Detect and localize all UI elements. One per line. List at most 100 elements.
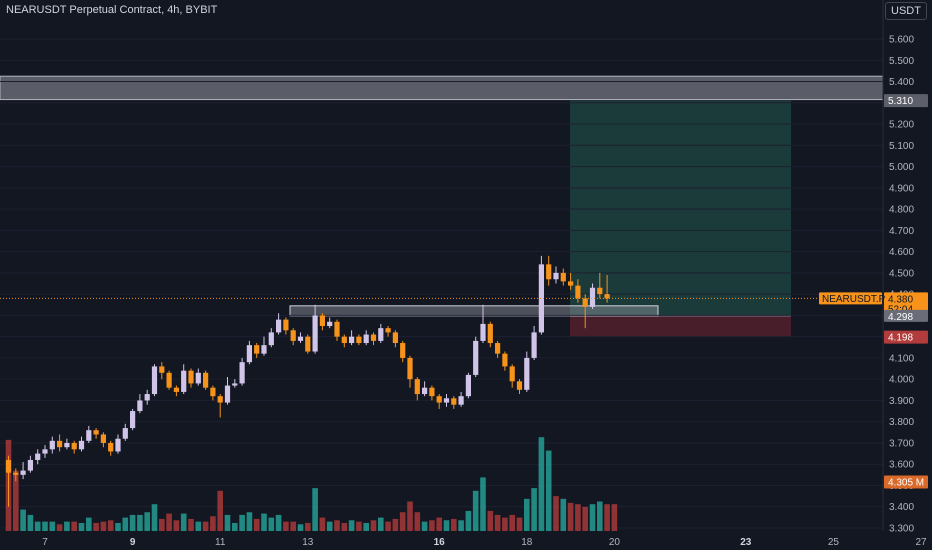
candle xyxy=(385,326,391,337)
volume-bar xyxy=(589,504,596,531)
support-zone xyxy=(289,305,659,317)
time-tick-label: 13 xyxy=(302,537,314,548)
candle xyxy=(144,389,150,405)
volume-bar xyxy=(107,520,114,531)
time-tick-label: 9 xyxy=(130,537,136,548)
candle xyxy=(422,381,428,397)
volume-bar xyxy=(27,514,34,531)
candle-body xyxy=(239,362,245,384)
candle xyxy=(71,440,77,454)
candle xyxy=(239,357,245,386)
volume-bar xyxy=(173,520,180,531)
volume-bar xyxy=(232,522,238,531)
candle xyxy=(27,455,33,473)
price-tick-label: 3.300 xyxy=(889,524,914,535)
candle-body xyxy=(400,343,406,358)
candle-body xyxy=(502,353,508,367)
candle-body xyxy=(473,340,479,375)
volume-bar xyxy=(100,521,107,531)
volume-bar xyxy=(202,521,209,531)
candle-body xyxy=(604,294,610,299)
currency-button[interactable]: USDT xyxy=(885,2,927,20)
time-axis[interactable] xyxy=(0,531,932,550)
candle xyxy=(516,379,523,395)
price-tick-label: 3.900 xyxy=(889,396,914,407)
price-tick-label: 5.500 xyxy=(889,56,914,67)
candle xyxy=(575,279,581,303)
candle-body xyxy=(210,387,216,397)
volume-bar xyxy=(224,514,231,531)
candle-body xyxy=(64,442,70,448)
candle xyxy=(20,462,26,480)
volume-bar xyxy=(553,496,559,531)
volume-bar xyxy=(217,490,223,531)
candle-body xyxy=(151,366,158,395)
time-tick-label: 23 xyxy=(740,537,752,548)
price-tick-label: 3.800 xyxy=(889,417,914,428)
entry-price-tag-text: 4.298 xyxy=(888,312,913,323)
volume-bar xyxy=(451,518,457,531)
candle-body xyxy=(422,387,428,395)
volume-bar xyxy=(378,517,384,531)
symbol-label-text: NEARUSDT.P xyxy=(822,294,886,305)
candle-body xyxy=(35,453,41,460)
candle-body xyxy=(42,449,48,454)
candle xyxy=(254,343,260,358)
candle-body xyxy=(78,440,85,450)
volume-bar xyxy=(560,498,567,531)
candle xyxy=(597,272,603,299)
candle xyxy=(312,304,318,354)
zones-layer xyxy=(0,75,884,338)
candle-body xyxy=(392,332,398,344)
price-tick-label: 4.700 xyxy=(889,226,914,237)
candle-body xyxy=(20,470,26,475)
candle-body xyxy=(71,442,77,450)
candle-body xyxy=(49,440,55,450)
candle xyxy=(319,313,325,331)
candle-body xyxy=(568,281,574,286)
candle-body xyxy=(414,379,420,395)
volume-bar xyxy=(356,521,362,531)
candle xyxy=(130,408,136,431)
price-tick-label: 4.100 xyxy=(889,353,914,364)
candle xyxy=(589,283,596,310)
volume-bar xyxy=(297,524,304,531)
candle xyxy=(414,377,420,401)
candle-body xyxy=(188,370,194,384)
candle-body xyxy=(356,336,362,344)
candle xyxy=(151,364,158,397)
candle xyxy=(327,317,333,329)
candle-body xyxy=(575,285,581,299)
entry-price-tag-box xyxy=(884,309,928,322)
candle-body xyxy=(319,315,325,327)
candle-body xyxy=(509,366,515,382)
candle xyxy=(509,364,515,388)
volume-bar xyxy=(436,517,442,531)
price-tick-label: 5.400 xyxy=(889,77,914,88)
candle-body xyxy=(516,381,523,390)
candle-body xyxy=(173,387,179,392)
volume-bar xyxy=(319,517,326,531)
volume-bar xyxy=(545,450,552,531)
volume-bar xyxy=(407,501,413,531)
volume-bar xyxy=(290,521,296,531)
volume-bar xyxy=(305,522,311,531)
price-tick-label: 5.100 xyxy=(889,141,914,152)
candle-body xyxy=(232,383,238,386)
candle xyxy=(93,428,99,439)
candle xyxy=(451,396,457,409)
price-tick-label: 3.600 xyxy=(889,460,914,471)
volume-bar xyxy=(180,513,187,531)
candle xyxy=(137,394,143,414)
candle xyxy=(290,328,296,346)
candle-body xyxy=(137,400,143,412)
volume-bar xyxy=(531,488,537,531)
candle-body xyxy=(195,372,201,384)
candle xyxy=(443,394,450,407)
price-axis[interactable] xyxy=(883,0,932,550)
price-tick-label: 4.900 xyxy=(889,183,914,194)
volume-bar xyxy=(49,521,56,531)
candle xyxy=(480,304,486,344)
volume-bar xyxy=(472,490,479,531)
